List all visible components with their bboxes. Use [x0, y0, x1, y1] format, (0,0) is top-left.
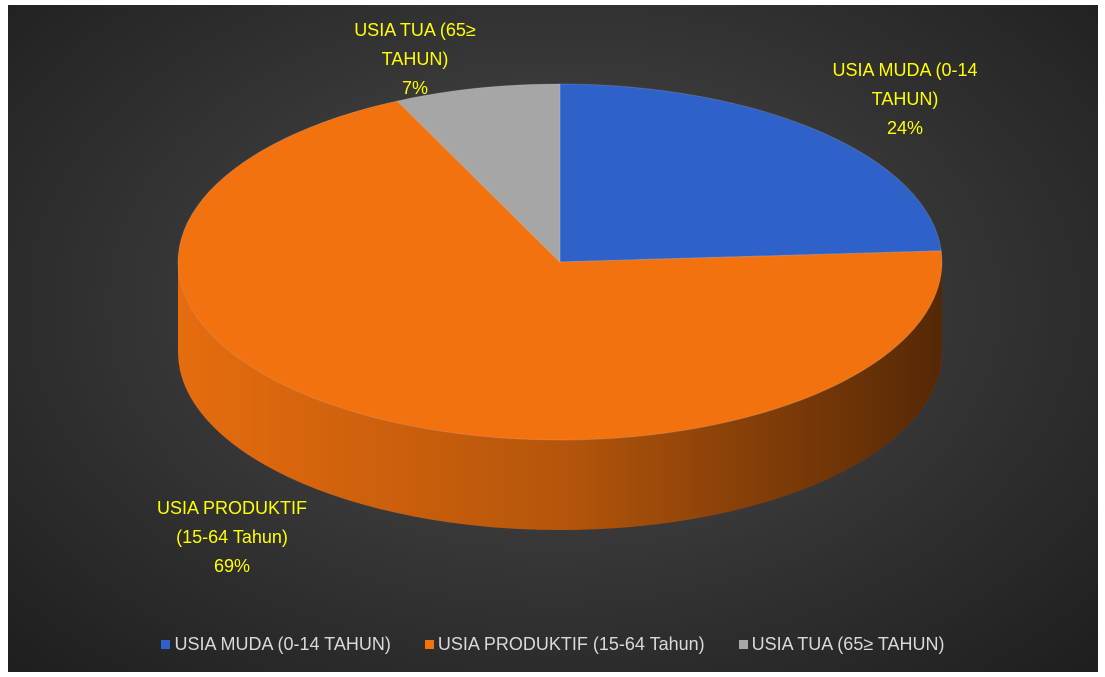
data-label: USIA PRODUKTIF (15-64 Tahun) 69%	[147, 494, 317, 581]
legend-swatch	[424, 640, 434, 649]
legend-item: USIA TUA (65≥ TAHUN)	[738, 634, 945, 655]
slice	[177, 100, 943, 441]
legend-label: USIA PRODUKTIF (15-64 Tahun)	[437, 634, 705, 654]
legend: USIA MUDA (0-14 TAHUN) USIA PRODUKTIF (15…	[8, 634, 1098, 655]
pie-chart	[177, 83, 943, 530]
slice	[559, 83, 942, 263]
data-label-value: 24%	[886, 118, 924, 138]
slice	[396, 83, 561, 264]
data-label-category: USIA MUDA (0-14 TAHUN)	[832, 60, 978, 109]
data-label-value: 7%	[401, 78, 428, 98]
legend-item: USIA PRODUKTIF (15-64 Tahun)	[424, 634, 705, 655]
legend-label: USIA TUA (65≥ TAHUN)	[751, 634, 945, 654]
data-label: USIA TUA (65≥ TAHUN) 7%	[340, 16, 490, 103]
data-label: USIA MUDA (0-14 TAHUN) 24%	[815, 56, 995, 143]
legend-label: USIA MUDA (0-14 TAHUN)	[174, 634, 391, 654]
slice-side-shade	[178, 262, 942, 530]
legend-swatch	[161, 640, 171, 649]
data-label-category: USIA TUA (65≥ TAHUN)	[354, 20, 476, 69]
legend-swatch	[738, 640, 748, 649]
legend-item: USIA MUDA (0-14 TAHUN)	[161, 634, 391, 655]
chart: USIA MUDA (0-14 TAHUN) USIA PRODUKTIF (15…	[8, 5, 1098, 672]
data-label-category: USIA PRODUKTIF (15-64 Tahun)	[156, 498, 308, 547]
data-label-value: 69%	[213, 556, 251, 576]
